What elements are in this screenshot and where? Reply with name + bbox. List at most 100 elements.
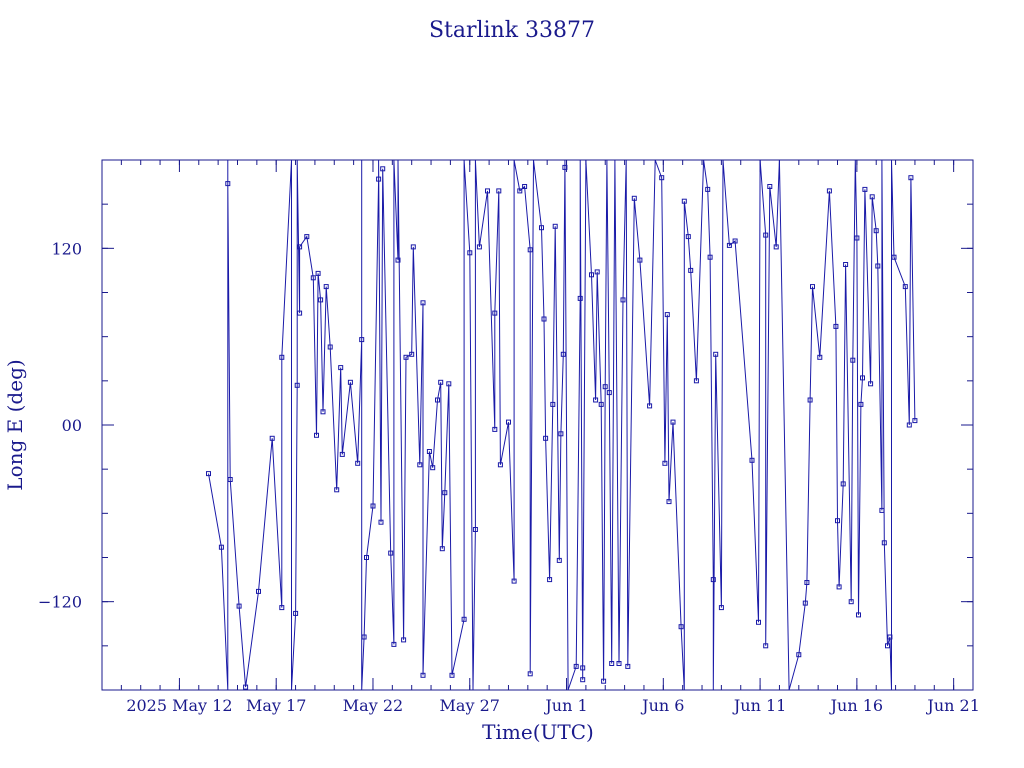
data-point [810, 284, 815, 290]
data-point [662, 460, 668, 466]
data-point [835, 518, 840, 524]
data-point [472, 527, 478, 532]
data-point [395, 257, 401, 263]
data-point [767, 184, 773, 189]
data-point [364, 555, 369, 560]
data-point [664, 312, 670, 318]
data-point [227, 477, 233, 482]
data-point [693, 378, 699, 384]
data-point [763, 232, 769, 238]
data-point [707, 254, 713, 260]
data-point [410, 244, 416, 250]
x-tick-label: Jun 6 [640, 696, 684, 715]
data-point [522, 184, 528, 189]
data-point [802, 600, 808, 606]
data-point [848, 599, 854, 605]
data-point [688, 267, 694, 273]
y-tick-label: 00 [62, 416, 82, 435]
x-tick-label: May 27 [440, 696, 500, 715]
data-point [310, 275, 316, 281]
data-point [339, 451, 345, 457]
data-point [279, 354, 285, 360]
data-point [279, 605, 285, 611]
data-point [631, 195, 637, 201]
data-point [550, 401, 556, 407]
data-point [378, 519, 384, 525]
data-point [625, 663, 631, 669]
chart-title: Starlink 33877 [429, 18, 595, 43]
data-point [616, 661, 622, 666]
x-tick-label: Jun 16 [829, 696, 883, 715]
data-point [912, 418, 918, 424]
data-point [850, 357, 856, 363]
data-point [580, 665, 586, 671]
data-point [869, 194, 875, 200]
data-point [620, 297, 626, 303]
data-point [435, 397, 440, 403]
data-point [681, 198, 687, 204]
data-point [906, 422, 912, 428]
data-point [560, 351, 566, 357]
x-tick-label: May 22 [343, 696, 403, 715]
data-point [361, 634, 367, 640]
data-point [713, 351, 719, 357]
data-point [403, 354, 409, 360]
data-point [506, 419, 511, 425]
data-point [756, 619, 761, 625]
data-point [461, 616, 467, 622]
data-point [438, 379, 444, 385]
data-point [497, 462, 503, 468]
data-point [885, 643, 890, 649]
data-point [320, 409, 326, 415]
data-point [804, 580, 810, 585]
data-point [854, 235, 860, 241]
data-point [843, 262, 849, 267]
data-point [807, 397, 813, 403]
data-point [294, 382, 300, 388]
data-point [606, 390, 612, 396]
data-point [236, 603, 242, 609]
data-point [594, 269, 600, 275]
data-point [376, 176, 382, 182]
data-point [449, 672, 455, 678]
data-point [318, 297, 324, 303]
y-axis-label: Long E (deg) [3, 359, 27, 490]
x-tick-label: May 17 [246, 696, 306, 715]
series-layer [206, 159, 918, 691]
data-point [446, 381, 452, 387]
data-point [485, 188, 490, 194]
data-point [370, 503, 376, 509]
data-point [796, 652, 802, 658]
series-line [208, 159, 916, 691]
data-point [868, 381, 874, 387]
data-point [773, 244, 779, 250]
data-point [496, 188, 502, 194]
data-point [297, 310, 303, 316]
data-point [355, 460, 361, 466]
data-point [552, 223, 558, 229]
data-point [858, 401, 864, 407]
data-point [543, 435, 549, 441]
x-tick-label: Jun 11 [732, 696, 786, 715]
data-point [573, 663, 579, 669]
data-point [601, 678, 607, 684]
data-point [439, 546, 445, 552]
data-point [836, 584, 842, 590]
data-point [593, 397, 599, 403]
data-point [527, 247, 533, 253]
data-point [541, 316, 547, 322]
data-point [732, 238, 738, 244]
data-point [908, 175, 914, 181]
data-point [409, 351, 415, 357]
data-point [647, 403, 653, 409]
data-point [420, 300, 426, 306]
data-point [881, 540, 887, 546]
data-point [527, 671, 533, 677]
data-point [297, 244, 303, 250]
data-point [218, 544, 224, 550]
x-tick-label: Jun 1 [543, 696, 587, 715]
data-point [547, 577, 553, 583]
data-point [323, 284, 329, 290]
data-point [417, 462, 423, 468]
